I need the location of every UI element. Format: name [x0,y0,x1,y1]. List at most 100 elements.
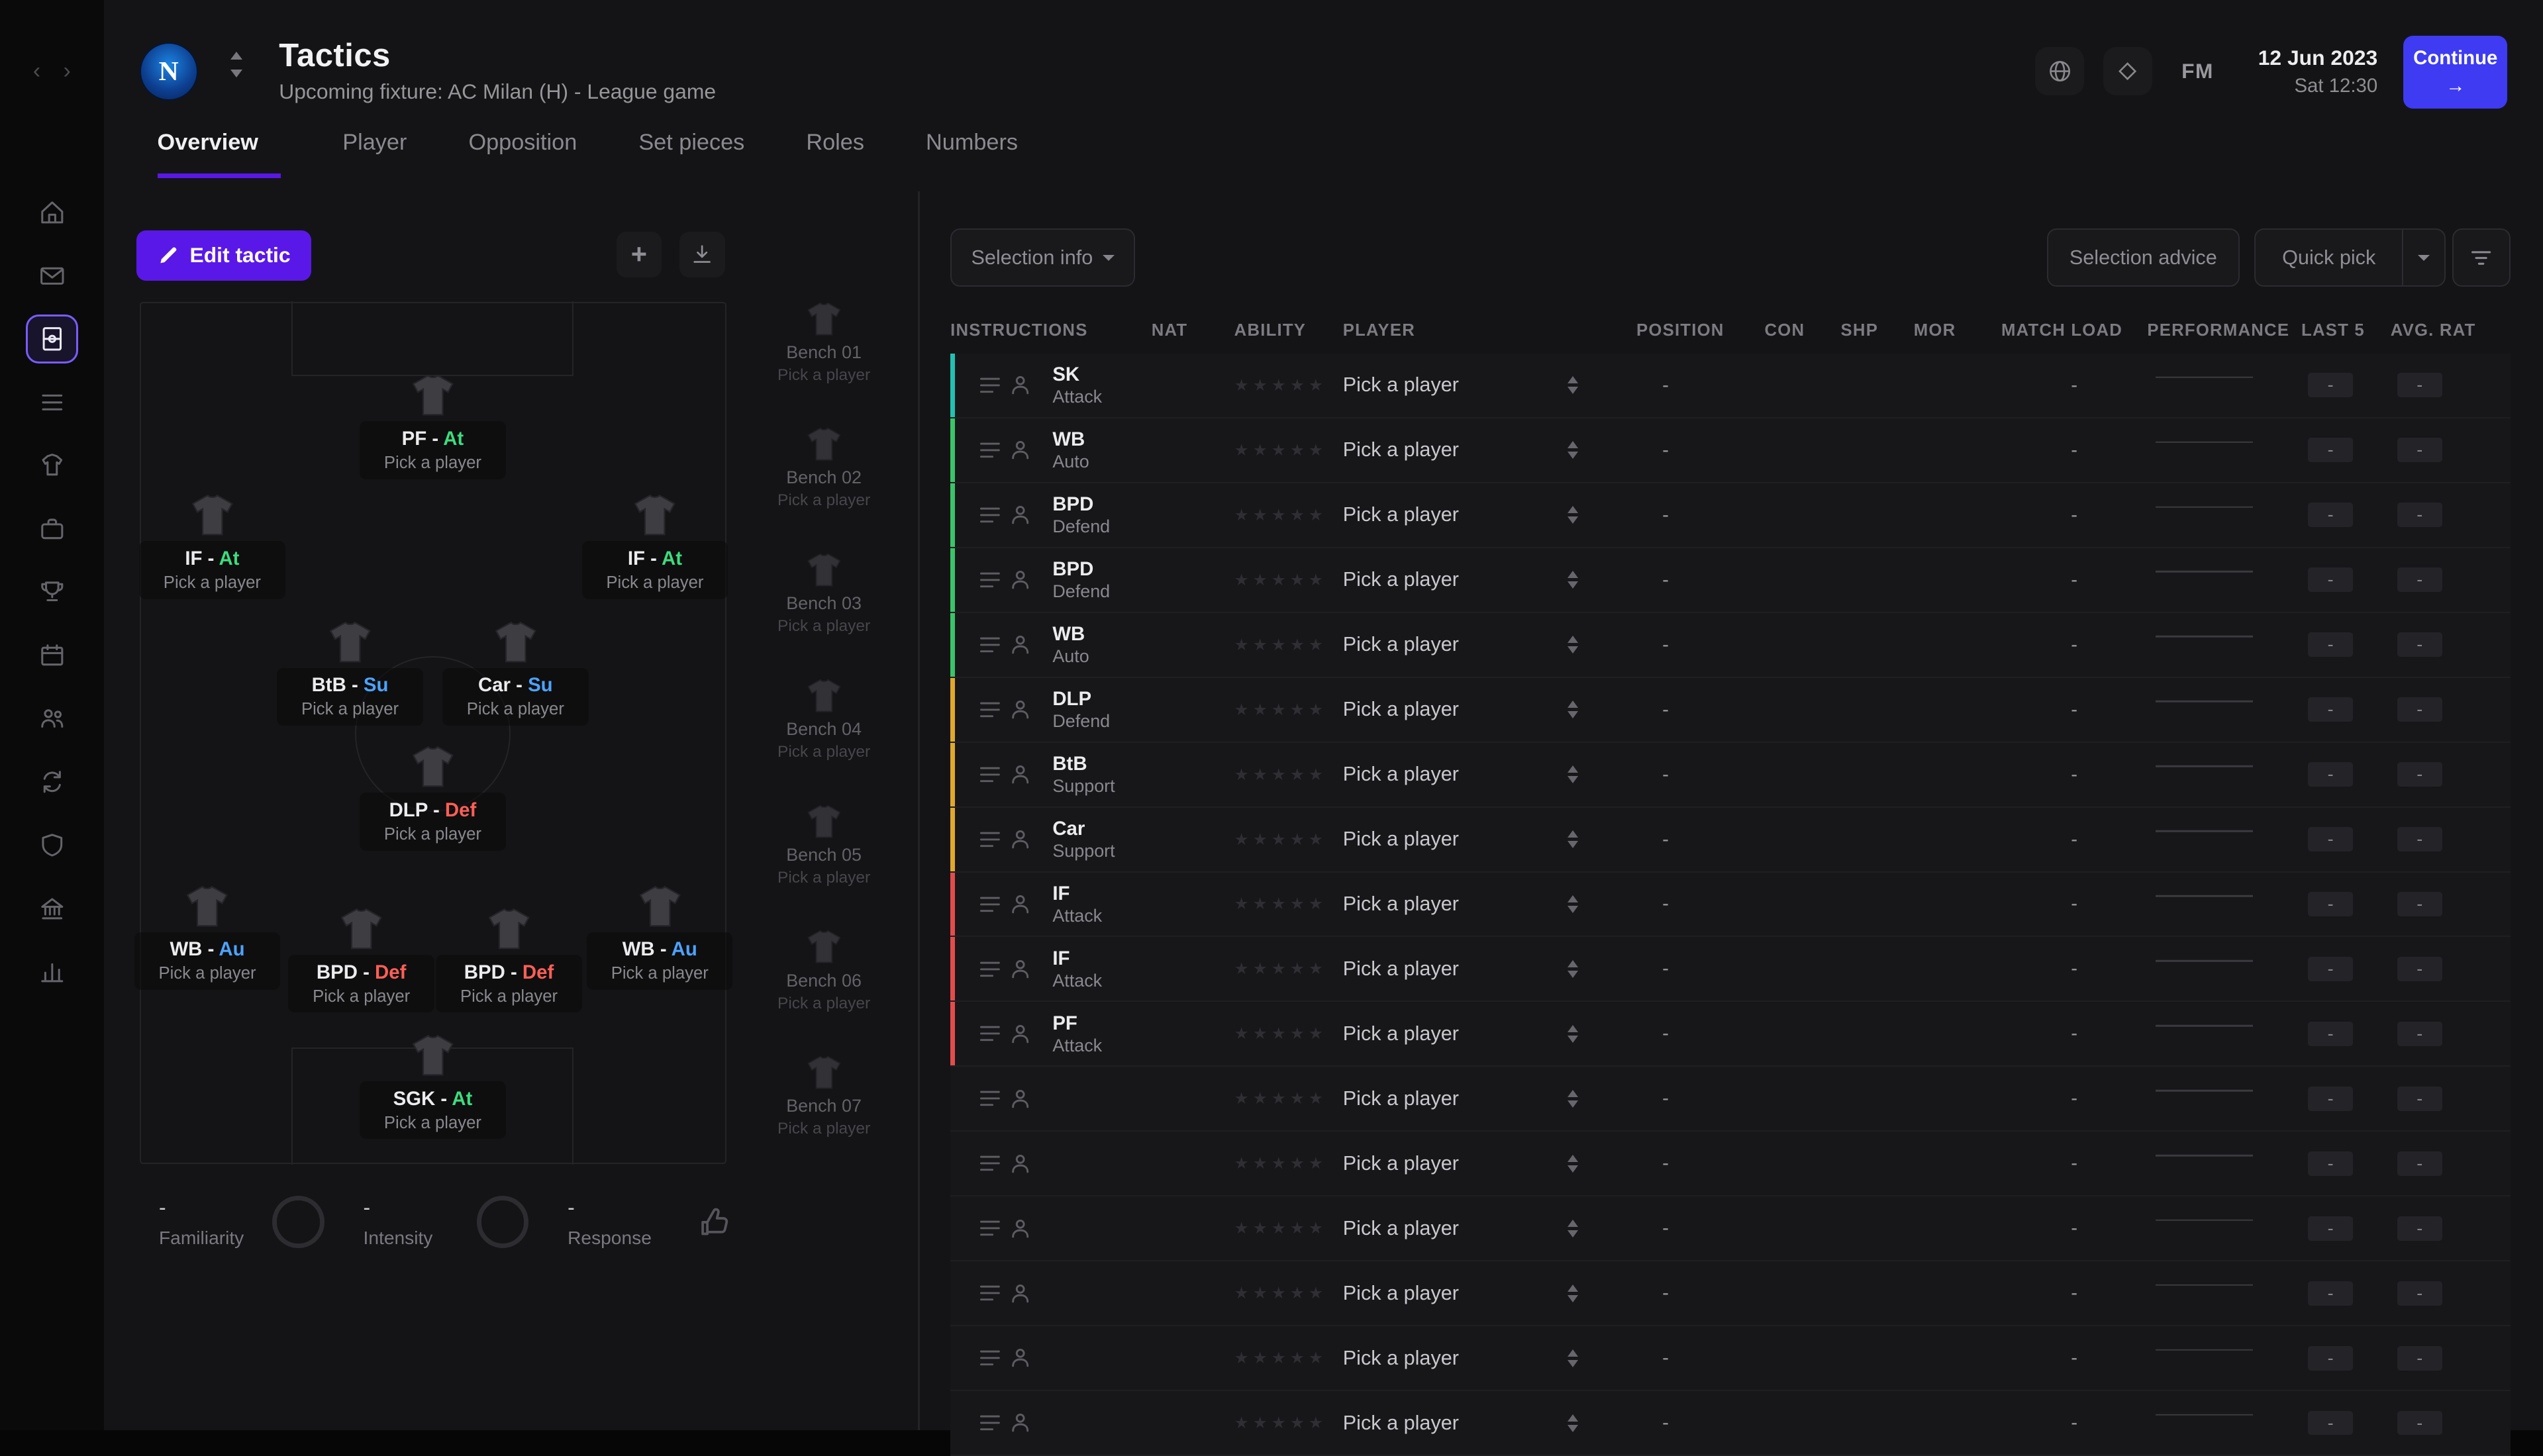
table-row[interactable]: Car Support ★★★★★ Pick a player - [950,807,2511,873]
sidebar-item-home[interactable] [26,188,77,236]
table-row[interactable]: ★★★★★ Pick a player - - - [950,1196,2511,1262]
instructions-icon[interactable] [979,959,1001,980]
instructions-icon[interactable] [979,1347,1001,1369]
swap-player-control[interactable] [1567,1218,1578,1239]
column-header[interactable]: SHP [1840,321,1879,340]
quick-pick-button[interactable]: Quick pick [2254,228,2446,287]
bench-slot[interactable]: Bench 02 Pick a player [756,427,892,553]
person-icon[interactable] [1011,895,1030,914]
person-icon[interactable] [1011,1413,1030,1432]
sidebar-item-training[interactable] [26,441,77,489]
column-header[interactable]: LAST 5 [2301,321,2365,340]
world-button[interactable] [2035,47,2084,96]
swap-player-control[interactable] [1567,829,1578,849]
swap-player-control[interactable] [1567,1413,1578,1433]
instructions-icon[interactable] [979,894,1001,915]
table-row[interactable]: ★★★★★ Pick a player - - - [950,1261,2511,1327]
table-row[interactable]: PF Attack ★★★★★ Pick a player - [950,1002,2511,1067]
tab[interactable]: Opposition [468,129,577,155]
table-row[interactable]: ★★★★★ Pick a player - - - [950,1132,2511,1197]
column-header[interactable]: CON [1764,321,1805,340]
swap-player-control[interactable] [1567,1089,1578,1109]
person-icon[interactable] [1011,1024,1030,1043]
add-tactic-button[interactable]: + [616,232,662,277]
sidebar-item-club[interactable] [26,820,77,869]
club-badge[interactable]: N [139,42,198,101]
edit-tactic-button[interactable]: Edit tactic [136,230,312,281]
pitch-slot-center-back-right[interactable]: BPD - Def Pick a player [436,908,582,1013]
instructions-icon[interactable] [979,505,1001,526]
pitch-slot-goalkeeper[interactable]: SGK - At Pick a player [360,1034,506,1140]
sidebar-item-finances[interactable] [26,947,77,995]
player-cell[interactable]: Pick a player [1343,1217,1636,1240]
instructions-icon[interactable] [979,440,1001,461]
player-cell[interactable]: Pick a player [1343,893,1636,916]
player-cell[interactable]: Pick a player [1343,1022,1636,1045]
player-cell[interactable]: Pick a player [1343,1152,1636,1175]
sidebar-item-competitions[interactable] [26,567,77,616]
column-header[interactable]: MOR [1913,321,1956,340]
player-cell[interactable]: Pick a player [1343,1412,1636,1435]
table-row[interactable]: IF Attack ★★★★★ Pick a player - [950,937,2511,1002]
sidebar-item-transfers[interactable] [26,505,77,553]
swap-player-control[interactable] [1567,959,1578,979]
bench-slot[interactable]: Bench 04 Pick a player [756,679,892,804]
quick-pick-dropdown[interactable] [2402,230,2444,286]
instructions-icon[interactable] [979,1088,1001,1109]
person-icon[interactable] [1011,375,1030,395]
person-icon[interactable] [1011,1219,1030,1238]
player-cell[interactable]: Pick a player [1343,698,1636,721]
player-cell[interactable]: Pick a player [1343,503,1636,526]
table-row[interactable]: SK Attack ★★★★★ Pick a player - [950,353,2511,418]
table-row[interactable]: IF Attack ★★★★★ Pick a player - [950,872,2511,938]
pitch-slot-left-wing[interactable]: IF - At Pick a player [139,494,285,599]
sidebar-item-tactics[interactable] [26,315,78,364]
tab[interactable]: Numbers [926,129,1019,155]
swap-player-control[interactable] [1567,634,1578,655]
sidebar-item-stadium[interactable] [26,884,77,932]
swap-player-control[interactable] [1567,764,1578,785]
swap-player-control[interactable] [1567,440,1578,460]
swap-player-control[interactable] [1567,1283,1578,1303]
player-cell[interactable]: Pick a player [1343,568,1636,591]
player-cell[interactable]: Pick a player [1343,1347,1636,1370]
sidebar-item-inbox[interactable] [26,252,77,300]
tab[interactable]: Roles [806,129,864,155]
pitch-slot-left-back[interactable]: WB - Au Pick a player [134,885,281,991]
continue-button[interactable]: Continue → [2403,35,2508,109]
swap-player-control[interactable] [1567,1024,1578,1044]
import-tactic-button[interactable] [679,232,725,277]
player-cell[interactable]: Pick a player [1343,438,1636,461]
selection-advice-button[interactable]: Selection advice [2046,228,2240,287]
pitch-slot-right-back[interactable]: WB - Au Pick a player [587,885,733,991]
filter-button[interactable] [2452,228,2511,287]
instructions-icon[interactable] [979,699,1001,720]
pitch-slot-center-mid-right[interactable]: Car - Su Pick a player [442,621,589,726]
swap-player-control[interactable] [1567,505,1578,525]
back-icon[interactable]: ‹ [32,58,41,84]
column-header[interactable]: INSTRUCTIONS [950,321,1088,340]
table-row[interactable]: BPD Defend ★★★★★ Pick a player - [950,548,2511,613]
sidebar-item-staff[interactable] [26,694,77,742]
pitch-slot-striker[interactable]: PF - At Pick a player [360,374,506,479]
instructions-icon[interactable] [979,829,1001,850]
table-row[interactable]: BtB Support ★★★★★ Pick a player - [950,742,2511,808]
tab[interactable]: Overview [157,130,281,178]
table-row[interactable]: ★★★★★ Pick a player - - - [950,1067,2511,1132]
pitch-slot-defensive-mid[interactable]: DLP - Def Pick a player [360,746,506,851]
swap-player-control[interactable] [1567,1153,1578,1174]
instructions-icon[interactable] [979,569,1001,591]
instructions-icon[interactable] [979,1218,1001,1239]
table-row[interactable]: ★★★★★ Pick a player - - - [950,1326,2511,1392]
table-row[interactable]: WB Auto ★★★★★ Pick a player - [950,418,2511,483]
player-cell[interactable]: Pick a player [1343,957,1636,981]
bench-slot[interactable]: Bench 07 Pick a player [756,1055,892,1181]
column-header[interactable]: ABILITY [1234,321,1307,340]
selection-info-dropdown[interactable]: Selection info [950,228,1136,287]
person-icon[interactable] [1011,700,1030,719]
column-header[interactable]: PLAYER [1342,321,1415,340]
person-icon[interactable] [1011,830,1030,849]
table-row[interactable]: DLP Defend ★★★★★ Pick a player - [950,677,2511,743]
instructions-icon[interactable] [979,764,1001,785]
table-row[interactable]: BPD Defend ★★★★★ Pick a player - [950,483,2511,548]
